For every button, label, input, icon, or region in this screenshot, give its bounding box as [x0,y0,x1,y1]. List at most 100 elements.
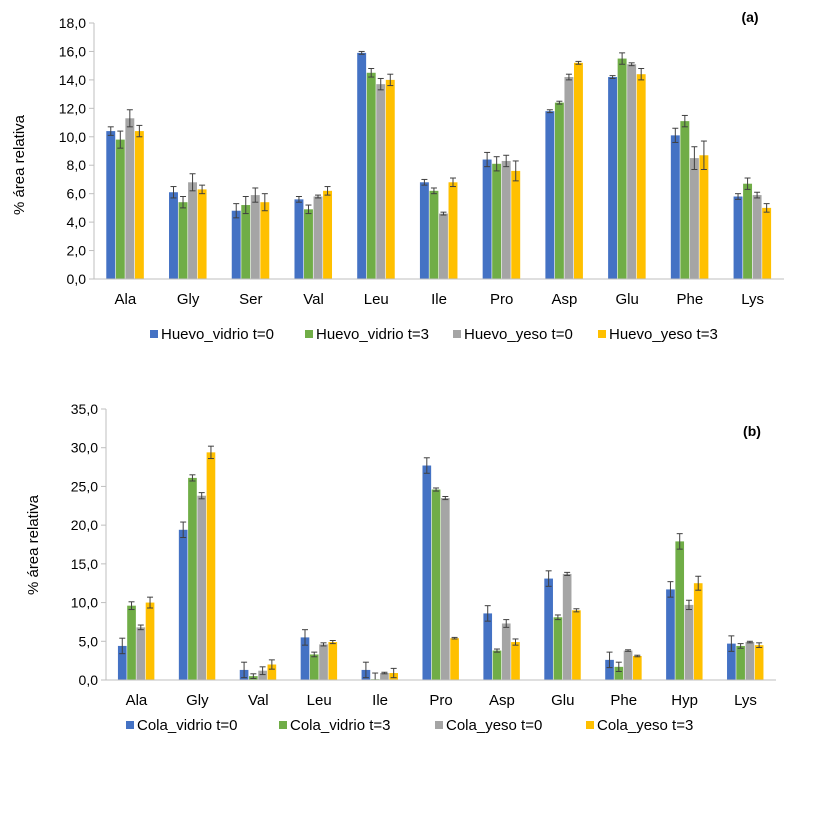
xtick-label-a-pro: Pro [490,291,513,308]
xtick-label-a-val: Val [303,291,324,308]
legend-item-b-1: Cola_vidrio t=3 [279,717,390,734]
legend-item-b-3: Cola_yeso t=3 [586,717,693,734]
bar-a-asp-s0 [545,111,555,280]
bar-b-pro-s2 [441,498,450,680]
errorbar-b-ile-s0 [362,661,369,679]
xtick-label-a-leu: Leu [364,291,389,308]
bar-a-leu-s0 [357,52,367,280]
errorbar-a-phe-s2 [691,146,698,170]
errorbar-a-leu-s1 [368,68,375,78]
legend-label-a-2: Huevo_yeso t=0 [464,326,573,343]
chart-a-y-axis-title: % área relativa [11,114,28,215]
chart-b-y-axis-title: % área relativa [25,494,42,595]
bar-a-phe-s0 [670,135,680,279]
bar-a-ala-s2 [125,118,135,279]
bar-a-gly-s0 [169,192,178,279]
errorbar-a-gly-s0 [170,186,177,199]
bar-a-ala-s1 [115,139,125,279]
errorbar-a-glu-s1 [619,52,626,65]
errorbar-a-ile-s1 [430,187,437,195]
bar-b-phe-s0 [605,659,614,680]
bar-a-leu-s2 [376,84,386,279]
legend-label-b-3: Cola_yeso t=3 [597,717,693,734]
bar-b-ala-s1 [127,605,136,680]
errorbar-b-leu-s0 [301,629,308,646]
xtick-label-b-leu: Leu [307,692,332,709]
errorbar-a-pro-s3 [512,160,519,182]
errorbar-a-ser-s3 [261,193,268,212]
bar-a-ser-s1 [241,205,251,279]
errorbar-b-ile-s2 [381,671,388,675]
legend-swatch-a-0 [150,330,158,338]
errorbar-b-phe-s0 [606,651,613,669]
errorbar-b-lys-s3 [756,642,763,648]
xtick-label-b-asp: Asp [489,692,515,709]
errorbar-b-hyp-s2 [685,599,692,611]
xtick-label-a-gly: Gly [177,291,200,308]
errorbar-a-phe-s1 [681,114,688,128]
bar-a-ile-s0 [419,182,429,279]
bar-a-lys-s3 [762,207,772,279]
xtick-label-b-ala: Ala [126,692,148,709]
errorbar-b-hyp-s1 [676,533,683,550]
chart-a-x-labels: Ala Gly Ser Val Leu Ile Pro Asp Glu Phe Lys [115,291,765,308]
bar-b-asp-s0 [483,613,493,680]
ytick-label-a-3: 6,0 [67,186,87,202]
chart-a-panel-label: (a) [741,9,758,25]
bar-b-asp-s1 [492,650,502,680]
ytick-label-a-2: 4,0 [67,214,87,230]
errorbar-a-val-s2 [315,194,322,199]
bar-b-pro-s0 [422,465,432,680]
errorbar-b-pro-s0 [423,457,430,474]
bar-b-val-s3 [267,664,277,680]
legend-swatch-a-3 [598,330,606,338]
bar-b-lys-s0 [727,643,736,680]
bar-b-glu-s0 [544,578,553,680]
errorbar-b-lys-s1 [737,643,744,649]
errorbar-a-ile-s3 [450,177,457,188]
ytick-label-b-4: 20,0 [71,517,98,533]
legend-swatch-b-1 [279,721,287,729]
errorbar-a-asp-s3 [575,60,582,65]
errorbar-b-pro-s1 [433,487,440,492]
errorbar-b-hyp-s3 [695,575,702,591]
bar-a-gly-s3 [197,189,207,279]
errorbar-a-glu-s2 [628,62,635,67]
errorbar-b-gly-s1 [189,474,196,482]
errorbar-b-hyp-s0 [667,581,674,598]
errorbar-b-glu-s2 [564,571,571,576]
ytick-label-a-6: 12,0 [59,100,86,116]
xtick-label-b-lys: Lys [734,692,757,709]
bar-a-leu-s3 [385,79,395,279]
errorbar-a-val-s0 [295,196,302,203]
legend-label-b-0: Cola_vidrio t=0 [137,717,237,734]
xtick-label-a-ser: Ser [239,291,262,308]
chart-b-y-ticks: 0,0 5,0 10,0 15,0 20,0 25,0 30,0 35,0 [71,401,106,688]
chart-b-error-bars [119,445,763,681]
bar-b-glu-s1 [553,617,563,680]
legend-label-a-0: Huevo_vidrio t=0 [161,326,274,343]
legend-item-a-2: Huevo_yeso t=0 [453,326,573,343]
xtick-label-a-asp: Asp [552,291,578,308]
bar-a-ala-s0 [106,131,116,279]
errorbar-b-pro-s3 [451,636,458,640]
bar-a-gly-s2 [188,182,198,279]
bar-b-ala-s2 [136,627,146,680]
legend-label-a-3: Huevo_yeso t=3 [609,326,718,343]
errorbar-b-lys-s0 [728,635,735,652]
errorbar-a-gly-s1 [180,196,187,209]
legend-item-b-2: Cola_yeso t=0 [435,717,542,734]
bar-b-glu-s3 [572,610,581,680]
errorbar-b-ala-s1 [128,601,135,611]
errorbar-b-val-s3 [268,659,275,670]
bar-a-asp-s3 [573,62,583,279]
errorbar-b-lys-s2 [746,640,753,644]
chart-b-x-labels: Ala Gly Val Leu Ile Pro Asp Glu Phe Hyp Lys [126,692,757,709]
xtick-label-a-ala: Ala [115,291,137,308]
bar-a-lys-s2 [752,195,762,279]
bar-a-asp-s1 [554,102,564,279]
bar-b-gly-s2 [197,495,207,680]
legend-label-b-2: Cola_yeso t=0 [446,717,542,734]
errorbar-a-lys-s2 [754,191,761,199]
